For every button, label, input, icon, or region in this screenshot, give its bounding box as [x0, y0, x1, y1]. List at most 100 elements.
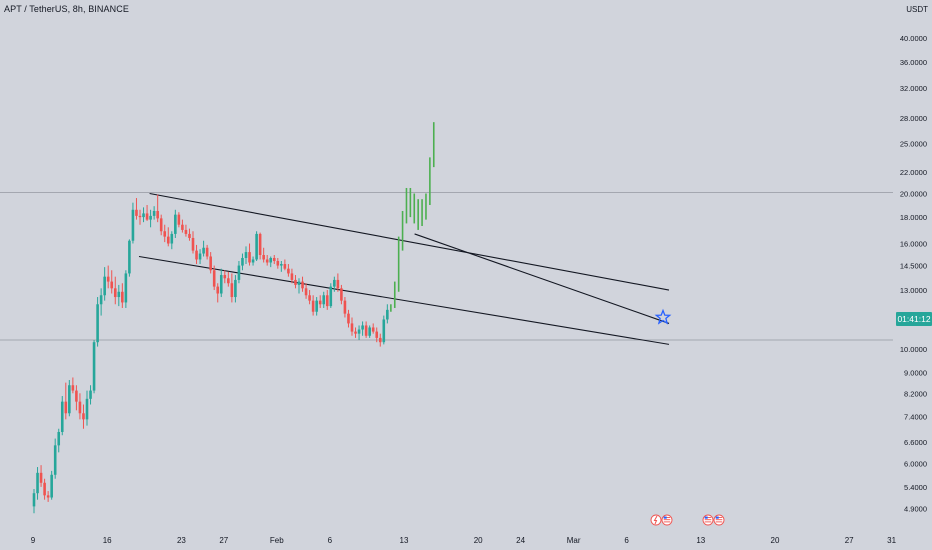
y-axis-tick-label: 13.0000 — [900, 286, 927, 295]
candle-body — [149, 215, 152, 220]
x-axis-tick-label: 20 — [771, 536, 780, 545]
candle-body — [68, 385, 71, 414]
candle-body — [202, 247, 205, 254]
x-axis-tick-label: Mar — [567, 536, 581, 545]
candle-body — [251, 259, 255, 263]
candle-body — [138, 215, 142, 218]
candle-body — [110, 281, 114, 289]
candle-body — [209, 256, 212, 271]
candle-body — [71, 385, 75, 391]
candle-body — [152, 210, 156, 216]
candles — [32, 194, 389, 514]
candle-body — [32, 493, 36, 507]
candle-body — [336, 279, 340, 289]
candle-body — [212, 270, 216, 287]
candle-body — [198, 253, 202, 260]
y-axis-tick-label: 25.0000 — [900, 140, 927, 149]
x-axis-tick-label: 13 — [696, 536, 705, 545]
candle-body — [78, 401, 82, 414]
trendline — [149, 192, 670, 291]
candle-body — [156, 210, 159, 219]
trendline — [414, 233, 670, 324]
candle-body — [258, 233, 262, 256]
candle-body — [166, 236, 170, 244]
candle-body — [124, 273, 128, 303]
candle-body — [290, 273, 294, 280]
projection-bars — [390, 122, 435, 312]
candle-body — [318, 300, 322, 305]
y-axis-tick-label: 6.6000 — [904, 438, 927, 447]
candle-body — [170, 233, 174, 244]
candle-body — [60, 401, 64, 432]
candle-body — [103, 276, 106, 296]
candle-body — [347, 313, 350, 324]
candle-body — [75, 390, 78, 402]
candle-body — [142, 213, 145, 218]
candle-body — [227, 278, 230, 284]
candle-body — [64, 401, 68, 414]
candle-body — [219, 275, 223, 294]
candle-body — [230, 283, 234, 298]
candle-body — [269, 257, 273, 263]
candle-body — [82, 413, 85, 420]
y-axis-tick-label: 18.0000 — [900, 213, 927, 222]
candle-body — [361, 325, 364, 330]
candle-body — [46, 495, 50, 498]
candle-body — [280, 264, 283, 266]
event-icons — [650, 514, 725, 526]
candle-body — [121, 291, 124, 303]
x-axis-tick-label: 6 — [328, 536, 333, 545]
y-axis-tick-label: 9.0000 — [904, 368, 927, 377]
candle-body — [39, 472, 43, 483]
us-flag-icon — [702, 514, 714, 526]
x-axis-tick-label: 31 — [887, 536, 896, 545]
candle-body — [297, 281, 301, 285]
x-axis: 9 16 23 27 Feb 6 13 20 24 Mar 6 13 20 27 31 — [31, 536, 897, 545]
candle-body — [329, 286, 333, 307]
candle-body — [131, 209, 135, 241]
candle-body — [96, 304, 99, 343]
y-axis-tick-label: 5.4000 — [904, 483, 927, 492]
candle-body — [241, 257, 244, 266]
candle-body — [343, 300, 347, 314]
candle-body — [92, 342, 96, 391]
trendlines — [138, 192, 670, 345]
candle-body — [99, 295, 103, 305]
x-axis-tick-label: 20 — [474, 536, 483, 545]
candle-body — [36, 472, 39, 494]
candle-body — [371, 327, 375, 332]
candle-body — [128, 240, 131, 274]
candle-body — [234, 279, 237, 298]
x-axis-tick-label: Feb — [270, 536, 284, 545]
candle-body — [216, 286, 220, 294]
candle-body — [188, 233, 191, 238]
candle-body — [378, 337, 382, 343]
candle-body — [265, 259, 269, 263]
candle-body — [350, 323, 354, 332]
y-axis-tick-label: 36.0000 — [900, 58, 927, 67]
candle-body — [294, 279, 297, 285]
y-axis-tick-label: 32.0000 — [900, 84, 927, 93]
candle-body — [191, 237, 195, 251]
candle-body — [181, 224, 184, 230]
star-icon — [654, 308, 672, 325]
y-axis-tick-label: 20.0000 — [900, 190, 927, 199]
candle-body — [272, 257, 276, 261]
candle-body — [145, 213, 149, 220]
candle-body — [368, 327, 371, 336]
candle-body — [287, 268, 290, 274]
candle-body — [354, 331, 357, 334]
candle-body — [53, 445, 57, 475]
candle-body — [304, 288, 308, 296]
y-axis-tick-label: 40.0000 — [900, 34, 927, 43]
candle-body — [308, 295, 311, 301]
y-axis-tick-label: 16.0000 — [900, 240, 927, 249]
candle-body — [57, 431, 61, 446]
y-axis-tick-label: 4.9000 — [904, 505, 927, 514]
candle-body — [375, 331, 379, 338]
candle-body — [237, 265, 241, 280]
candle-body — [301, 281, 304, 289]
us-flag-icon — [661, 514, 673, 526]
